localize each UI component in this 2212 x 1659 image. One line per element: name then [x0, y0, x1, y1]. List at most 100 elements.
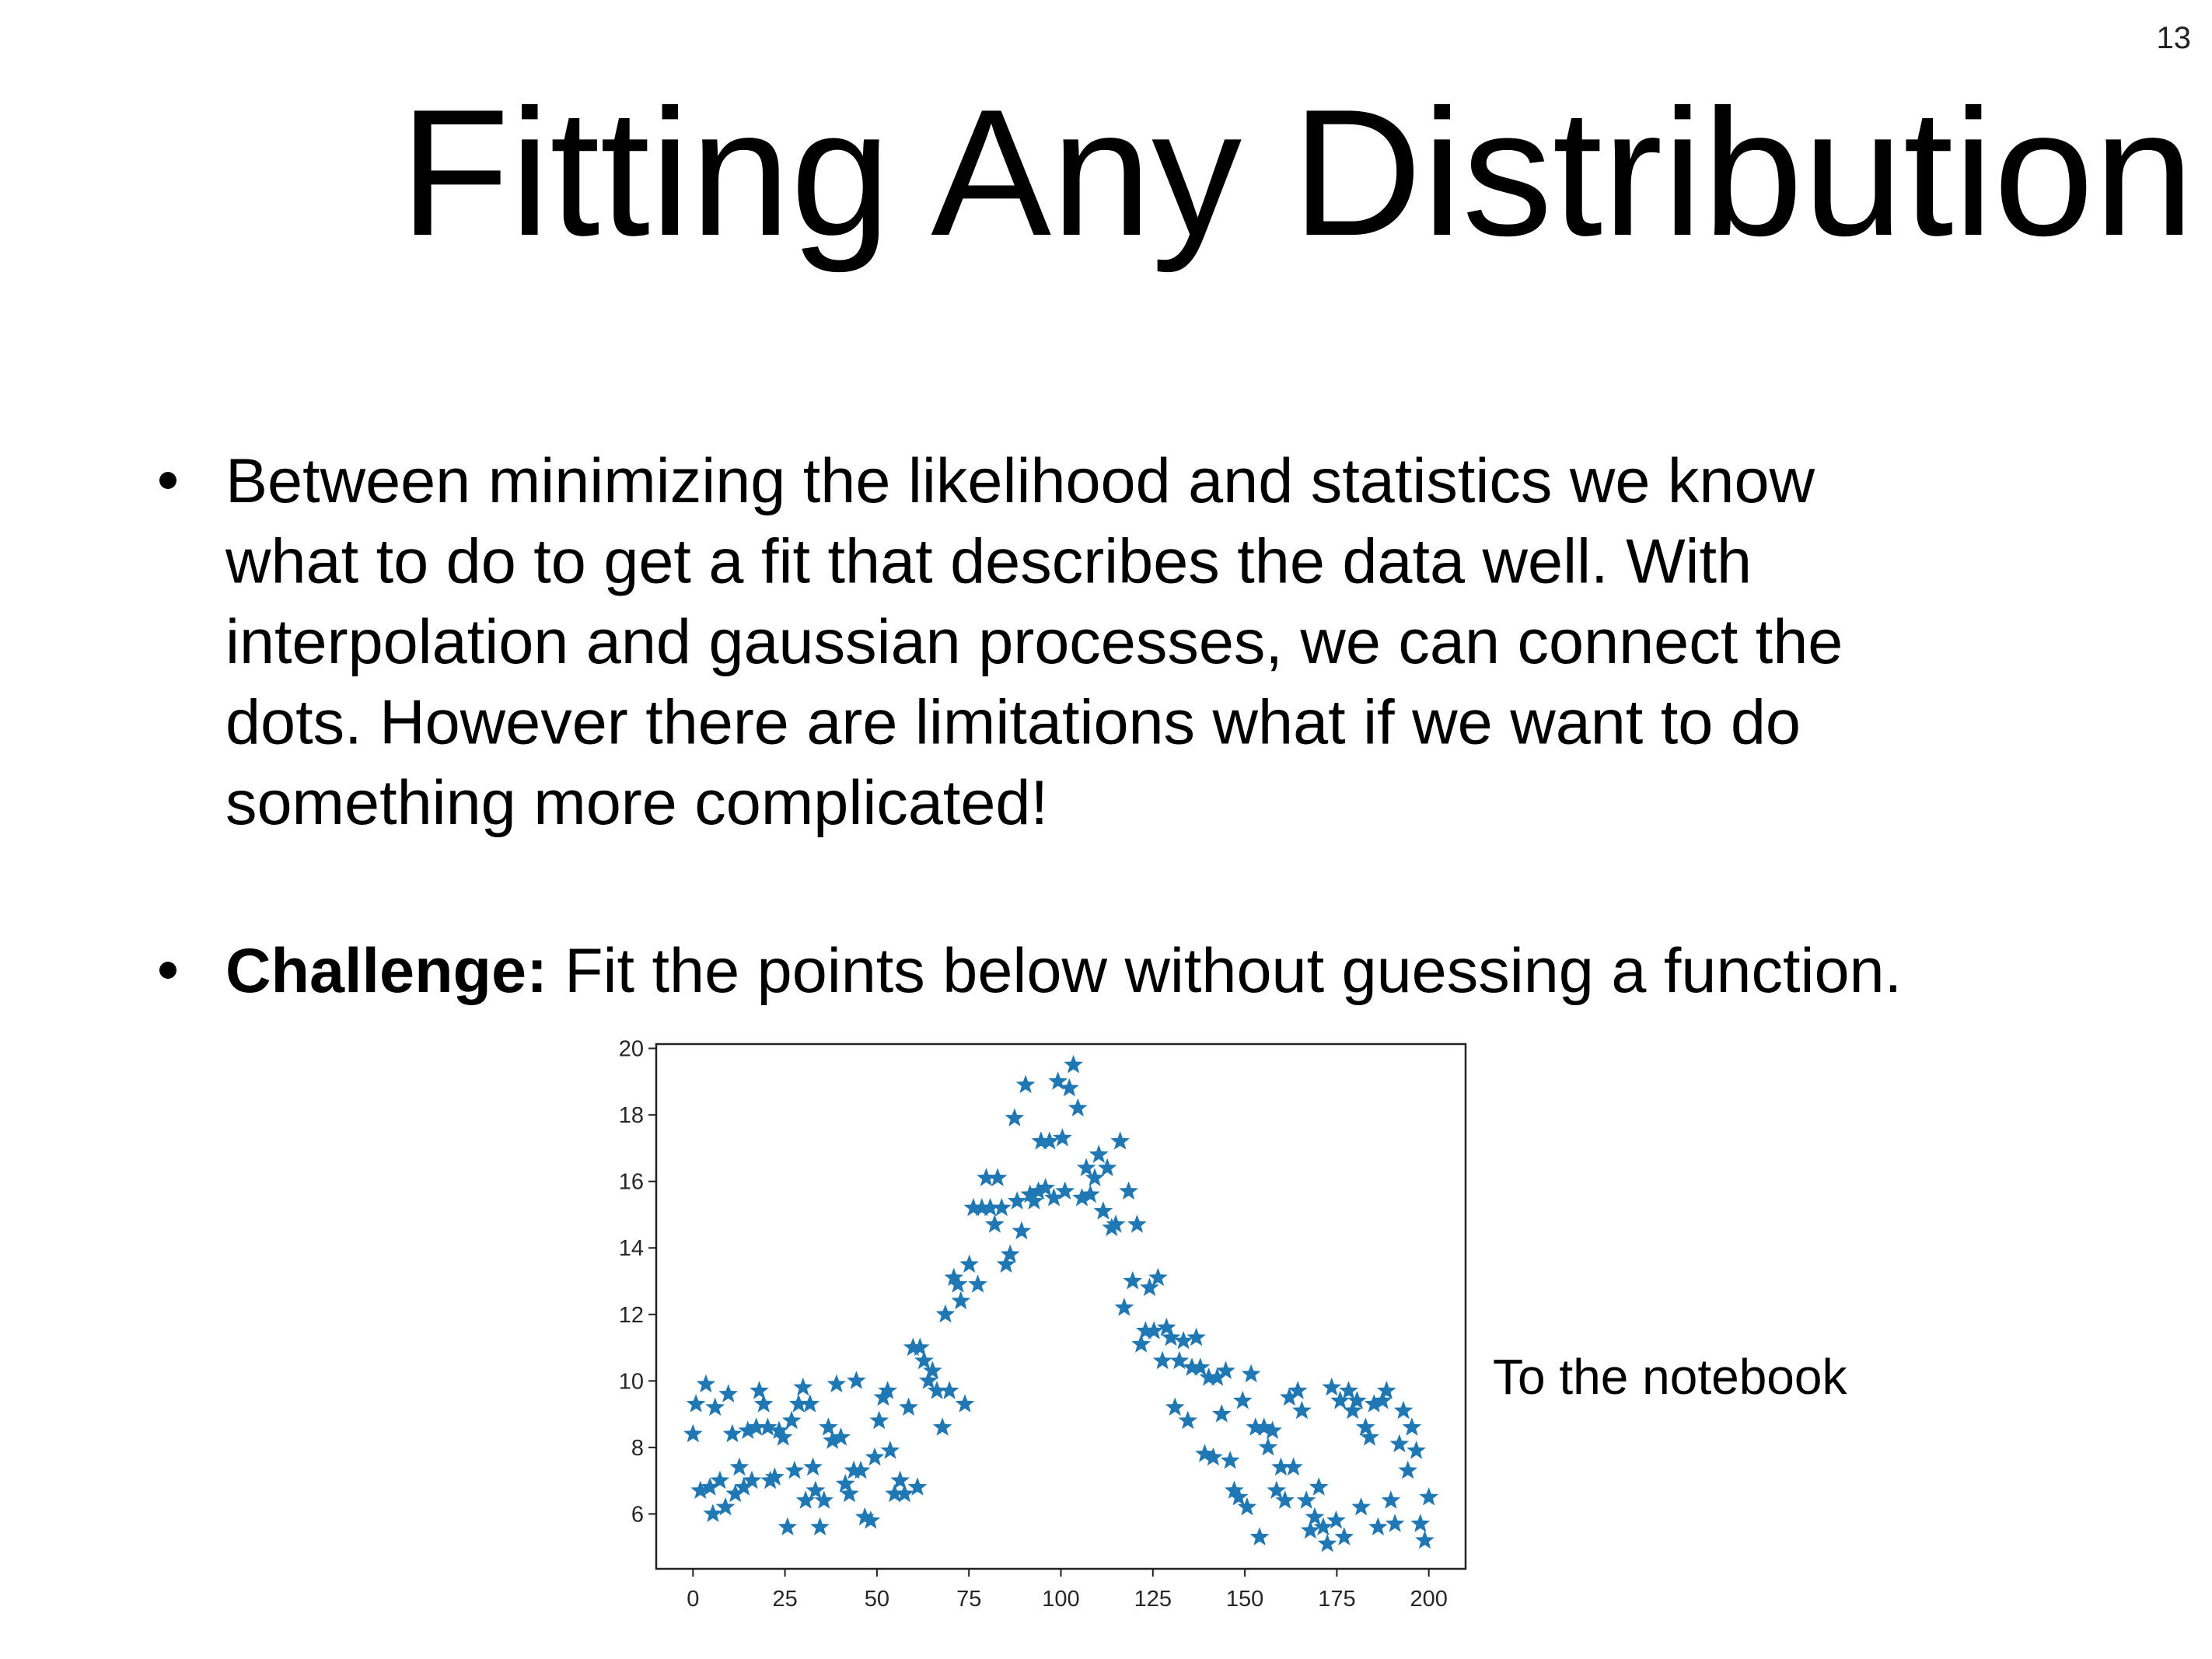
point	[785, 1460, 805, 1479]
point	[885, 1483, 904, 1503]
point	[987, 1168, 1008, 1186]
point	[778, 1517, 798, 1535]
point	[1402, 1417, 1422, 1436]
point	[686, 1394, 706, 1413]
point	[1284, 1457, 1303, 1476]
point	[1140, 1277, 1159, 1297]
point	[1280, 1387, 1299, 1406]
point	[968, 1274, 987, 1293]
point	[1093, 1201, 1113, 1220]
point	[1398, 1460, 1418, 1479]
point	[788, 1394, 809, 1413]
point	[722, 1423, 743, 1443]
point	[1040, 1131, 1060, 1150]
point	[948, 1274, 968, 1293]
point	[1055, 1181, 1075, 1200]
point	[1110, 1131, 1130, 1150]
point	[696, 1374, 716, 1393]
point	[1339, 1381, 1358, 1399]
x-tick-label: 25	[772, 1587, 797, 1612]
bullet-line: what to do to get a fit that describes t…	[225, 527, 1752, 597]
point	[1376, 1381, 1396, 1399]
point	[683, 1423, 703, 1443]
point	[1053, 1128, 1072, 1147]
point	[1360, 1427, 1379, 1446]
point	[803, 1457, 823, 1476]
point	[1385, 1514, 1405, 1532]
x-tick-label: 125	[1134, 1587, 1172, 1612]
point	[1237, 1497, 1257, 1516]
point	[1127, 1214, 1147, 1233]
point	[1048, 1071, 1068, 1090]
point	[1161, 1327, 1181, 1346]
bullet-line: Between minimizing the likelihood and st…	[225, 446, 1815, 516]
point	[1326, 1511, 1346, 1529]
point	[1199, 1367, 1219, 1386]
point	[869, 1410, 889, 1430]
point	[734, 1477, 753, 1496]
point	[760, 1470, 781, 1490]
point	[972, 1197, 992, 1217]
point	[932, 1417, 952, 1436]
y-tick-label: 20	[619, 1037, 644, 1062]
point	[800, 1394, 820, 1413]
point	[1204, 1447, 1223, 1466]
point	[1330, 1391, 1350, 1409]
bullet-body: Fit the points below without guessing a …	[564, 936, 1902, 1006]
point	[1036, 1178, 1055, 1196]
point	[710, 1470, 730, 1490]
point	[1031, 1131, 1051, 1150]
point	[1156, 1317, 1176, 1336]
slide-title: Fitting Any Distribution	[400, 72, 2194, 274]
point	[700, 1477, 720, 1496]
point	[753, 1394, 774, 1413]
point	[1381, 1490, 1401, 1509]
bullet-text: Between minimizing the likelihood and st…	[225, 446, 1843, 838]
point	[758, 1417, 778, 1436]
point	[1020, 1184, 1040, 1203]
y-tick-label: 16	[619, 1170, 644, 1195]
point	[996, 1254, 1016, 1273]
point	[1407, 1441, 1426, 1459]
point	[899, 1397, 918, 1416]
bullet-text: Challenge: Fit the points below without g…	[225, 936, 1902, 1006]
point	[878, 1381, 897, 1399]
point	[903, 1337, 923, 1357]
point	[880, 1441, 900, 1459]
point	[742, 1470, 762, 1490]
point	[1364, 1394, 1384, 1413]
point	[769, 1420, 789, 1439]
point	[1216, 1360, 1235, 1379]
point	[1182, 1357, 1202, 1376]
point	[1165, 1397, 1185, 1416]
point	[1015, 1074, 1036, 1094]
point	[1195, 1444, 1214, 1462]
point	[715, 1497, 736, 1516]
point	[939, 1381, 959, 1399]
point	[985, 1214, 1005, 1233]
point	[927, 1381, 947, 1399]
point	[781, 1410, 802, 1430]
point	[907, 1477, 928, 1496]
point	[1173, 1331, 1193, 1350]
y-tick-label: 18	[619, 1103, 644, 1128]
point	[1207, 1367, 1227, 1386]
x-tick-label: 150	[1226, 1587, 1263, 1612]
point	[1258, 1437, 1278, 1456]
point	[1072, 1188, 1092, 1207]
point	[1415, 1530, 1434, 1549]
point	[814, 1490, 834, 1509]
slide-number: 13	[2157, 21, 2192, 55]
x-tick-label: 75	[956, 1587, 981, 1612]
point	[1288, 1381, 1308, 1399]
y-tick-label: 12	[619, 1303, 644, 1328]
point	[1089, 1144, 1109, 1163]
point	[718, 1384, 739, 1402]
point	[1313, 1517, 1333, 1535]
point	[1389, 1434, 1410, 1453]
point	[805, 1480, 826, 1499]
point	[895, 1483, 914, 1503]
point	[1322, 1377, 1342, 1396]
